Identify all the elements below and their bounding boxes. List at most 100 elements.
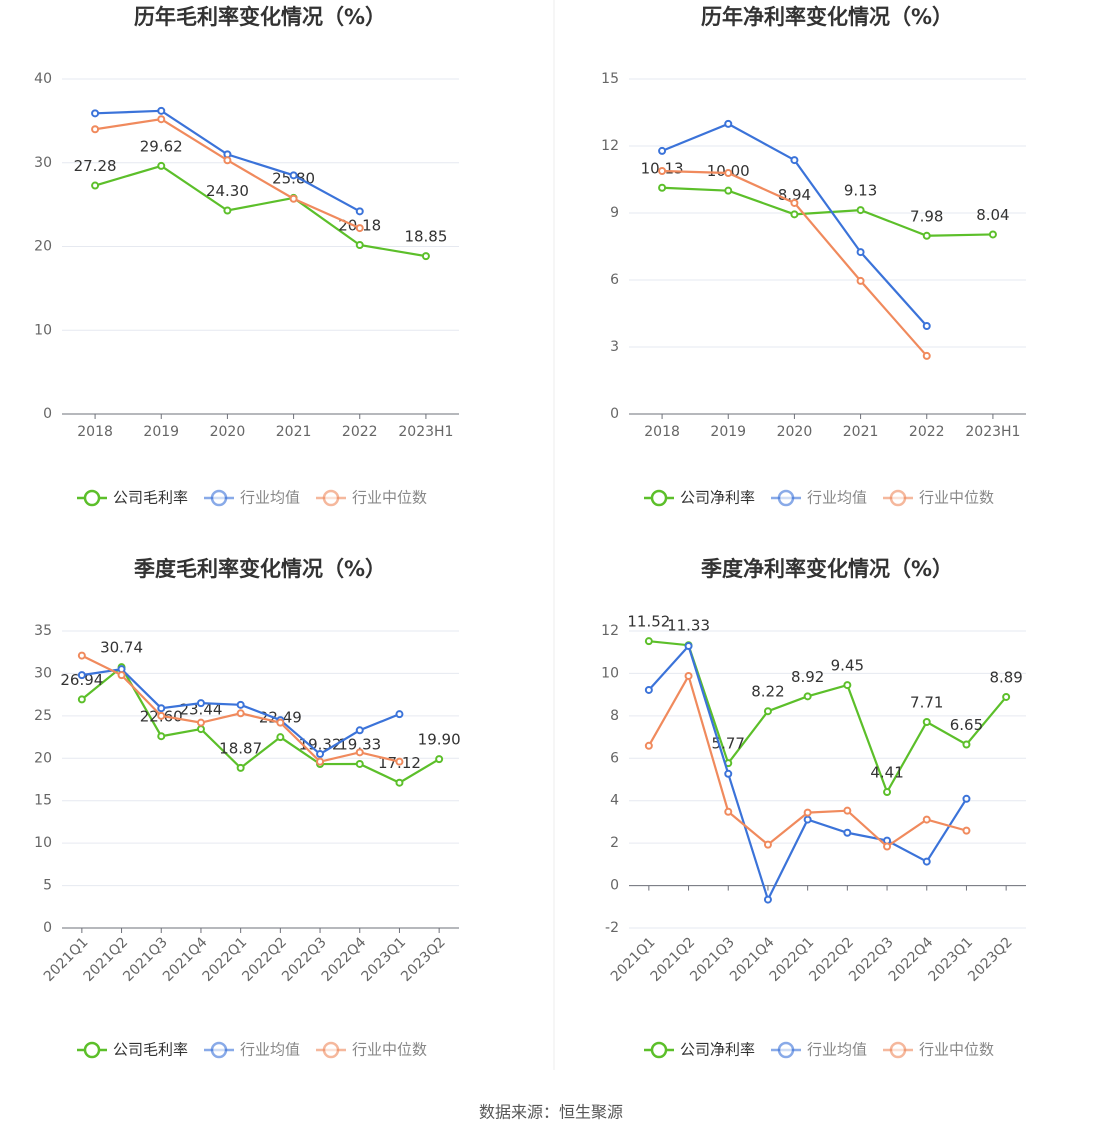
data-label: 29.62 (140, 137, 183, 155)
y-tick-label: 15 (34, 793, 52, 809)
data-point (236, 700, 245, 709)
data-label: 11.52 (627, 613, 670, 631)
data-point (856, 248, 865, 257)
y-tick-label: 35 (34, 623, 52, 639)
data-point (395, 778, 404, 787)
series-line (94, 164, 427, 258)
y-tick-label: 10 (34, 835, 52, 851)
data-point (856, 206, 865, 215)
data-point (91, 109, 100, 118)
y-tick-label: 15 (601, 71, 619, 87)
data-point (922, 718, 931, 727)
legend-label: 行业均值 (240, 489, 300, 507)
data-point (763, 840, 772, 849)
legend-label: 行业中位数 (919, 1041, 994, 1059)
data-point (289, 171, 298, 180)
legend-marker (83, 489, 101, 507)
legend-label: 公司毛利率 (113, 489, 188, 507)
data-label: 8.04 (976, 206, 1009, 224)
x-tick-label: 2022 (342, 424, 378, 440)
data-label: 26.94 (60, 671, 103, 689)
legend-label: 公司净利率 (680, 1041, 755, 1059)
data-point (91, 125, 100, 134)
y-tick-label: 10 (601, 665, 619, 681)
data-label: 19.32 (299, 736, 342, 754)
data-point (355, 240, 364, 249)
y-tick-label: 20 (34, 239, 52, 255)
data-point (803, 808, 812, 817)
data-point (724, 807, 733, 816)
data-label: 7.98 (910, 207, 943, 225)
data-point (843, 681, 852, 690)
data-point (790, 198, 799, 207)
y-tick-label: 6 (610, 272, 619, 288)
y-tick-label: 30 (34, 665, 52, 681)
legend-label: 行业中位数 (352, 489, 427, 507)
data-point (395, 757, 404, 766)
legend-marker (210, 489, 228, 507)
data-point (922, 857, 931, 866)
data-point (988, 230, 997, 239)
data-point (803, 692, 812, 701)
y-tick-label: 12 (601, 623, 619, 639)
series-line (81, 665, 440, 784)
data-point (843, 828, 852, 837)
data-point (77, 671, 86, 680)
y-tick-label: 12 (601, 138, 619, 154)
x-tick-label: 2018 (77, 424, 113, 440)
data-point (803, 815, 812, 824)
data-label: 11.33 (667, 617, 710, 635)
data-label: 24.30 (206, 182, 249, 200)
data-point (922, 322, 931, 331)
data-point (196, 699, 205, 708)
y-tick-label: 4 (610, 793, 619, 809)
data-point (962, 794, 971, 803)
data-point (355, 759, 364, 768)
data-point (1002, 692, 1011, 701)
x-tick-label: 2023Q2 (965, 934, 1016, 985)
y-tick-label: 2 (610, 835, 619, 851)
data-point (883, 788, 892, 797)
data-point (355, 748, 364, 757)
legend-marker (777, 1041, 795, 1059)
data-point (922, 815, 931, 824)
data-label: 6.65 (950, 716, 983, 734)
legend-label: 行业均值 (807, 1041, 867, 1059)
data-point (223, 206, 232, 215)
data-point (395, 710, 404, 719)
data-point (763, 895, 772, 904)
data-point (236, 709, 245, 718)
data-point (316, 757, 325, 766)
data-point (91, 181, 100, 190)
data-label: 19.33 (338, 735, 381, 753)
x-tick-label: 2018 (644, 424, 680, 440)
data-label: 8.22 (751, 683, 784, 701)
data-label: 18.85 (404, 228, 447, 246)
x-tick-label: 2019 (710, 424, 746, 440)
data-label: 8.89 (989, 668, 1022, 686)
y-tick-label: 6 (610, 750, 619, 766)
data-point (763, 707, 772, 716)
data-point (658, 167, 667, 176)
data-label: 18.87 (219, 739, 262, 757)
data-point (644, 741, 653, 750)
data-point (922, 351, 931, 360)
y-tick-label: 5 (43, 878, 52, 894)
y-tick-label: 0 (43, 406, 52, 422)
x-tick-label: 2023Q2 (398, 934, 449, 985)
data-point (644, 685, 653, 694)
y-tick-label: 10 (34, 322, 52, 338)
data-point (724, 769, 733, 778)
data-point (355, 224, 364, 233)
data-point (684, 671, 693, 680)
source-note: 数据来源：恒生聚源 (479, 1103, 623, 1122)
data-point (724, 169, 733, 178)
legend-label: 行业均值 (807, 489, 867, 507)
data-point (922, 231, 931, 240)
chart-title: 季度净利率变化情况（%） (701, 557, 953, 581)
y-tick-label: 0 (610, 878, 619, 894)
data-point (435, 755, 444, 764)
y-tick-label: 3 (610, 339, 619, 355)
legend-marker (889, 1041, 907, 1059)
